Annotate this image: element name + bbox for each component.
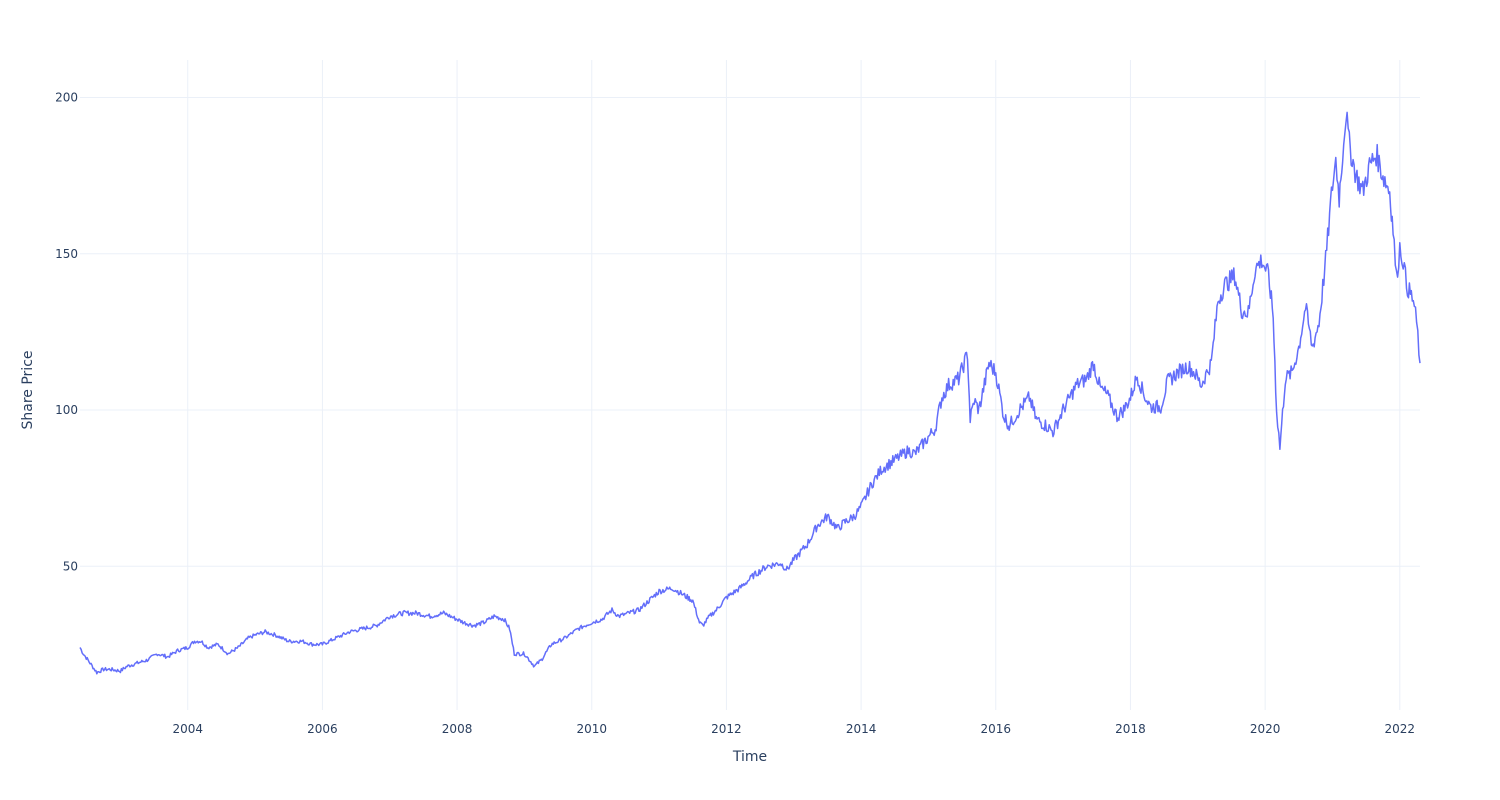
- x-gridlines: [187, 60, 1401, 710]
- series-layer: [79, 111, 1421, 675]
- x-tick-label: 2018: [1115, 722, 1146, 736]
- x-axis-title: Time: [732, 749, 767, 765]
- x-tick-label: 2012: [711, 722, 742, 736]
- y-gridlines: [80, 97, 1420, 567]
- share-price-line: [79, 111, 1421, 675]
- x-tick-label: 2004: [172, 722, 203, 736]
- x-tick-label: 2008: [442, 722, 473, 736]
- x-tick-label: 2014: [846, 722, 877, 736]
- y-tick-label: 150: [55, 247, 78, 261]
- y-tick-label: 50: [63, 559, 78, 573]
- y-tick-labels: 50 100 150 200: [55, 91, 78, 574]
- x-tick-labels: 2004 2006 2008 2010 2012 2014 2016 2018 2020 2022: [172, 722, 1415, 736]
- x-tick-label: 2020: [1250, 722, 1281, 736]
- y-tick-label: 100: [55, 403, 78, 417]
- x-tick-label: 2016: [981, 722, 1012, 736]
- x-tick-label: 2010: [576, 722, 607, 736]
- x-tick-label: 2022: [1385, 722, 1416, 736]
- y-axis-title: Share Price: [20, 350, 36, 429]
- x-tick-label: 2006: [307, 722, 338, 736]
- y-tick-label: 200: [55, 91, 78, 105]
